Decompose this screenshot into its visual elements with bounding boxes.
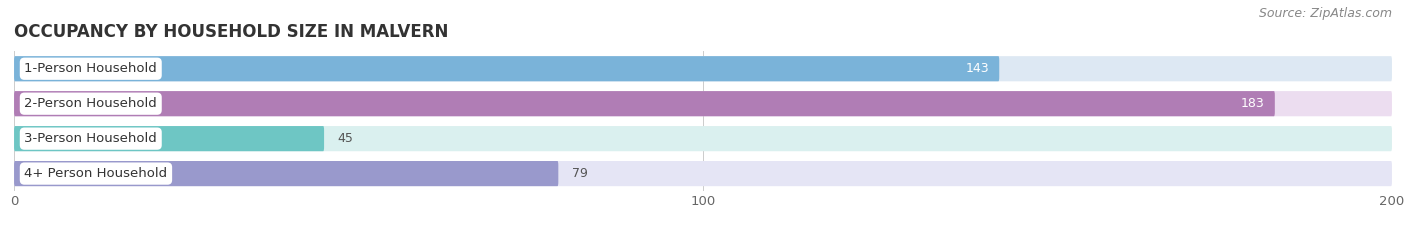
Text: 183: 183 — [1240, 97, 1264, 110]
FancyBboxPatch shape — [14, 126, 325, 151]
FancyBboxPatch shape — [14, 161, 558, 186]
FancyBboxPatch shape — [14, 91, 1392, 116]
Text: 79: 79 — [572, 167, 588, 180]
Text: 2-Person Household: 2-Person Household — [24, 97, 157, 110]
Text: OCCUPANCY BY HOUSEHOLD SIZE IN MALVERN: OCCUPANCY BY HOUSEHOLD SIZE IN MALVERN — [14, 23, 449, 41]
FancyBboxPatch shape — [14, 91, 1275, 116]
FancyBboxPatch shape — [14, 126, 1392, 151]
Text: 1-Person Household: 1-Person Household — [24, 62, 157, 75]
Text: 3-Person Household: 3-Person Household — [24, 132, 157, 145]
FancyBboxPatch shape — [14, 161, 1392, 186]
Text: 4+ Person Household: 4+ Person Household — [24, 167, 167, 180]
Text: 143: 143 — [966, 62, 988, 75]
FancyBboxPatch shape — [14, 56, 1392, 81]
Text: 45: 45 — [337, 132, 354, 145]
FancyBboxPatch shape — [14, 56, 1000, 81]
Text: Source: ZipAtlas.com: Source: ZipAtlas.com — [1258, 7, 1392, 20]
